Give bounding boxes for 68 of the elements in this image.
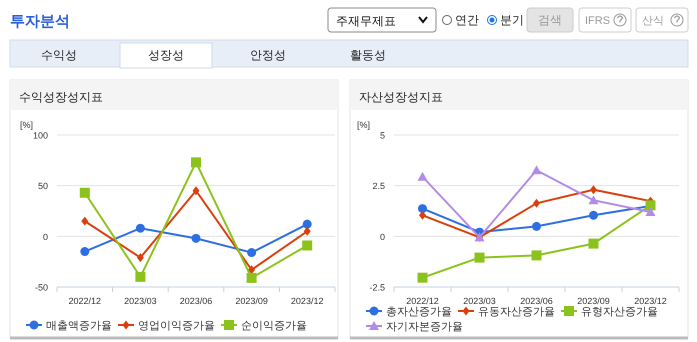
point bbox=[419, 210, 426, 220]
text: 활동성 bbox=[350, 48, 386, 62]
legend-label: 자기자본증가율 bbox=[386, 321, 463, 333]
y-tick-label: -2.5 bbox=[369, 282, 385, 292]
x-tick-label: 2023/06 bbox=[520, 296, 553, 306]
y-tick-label: 2.5 bbox=[372, 181, 385, 192]
point bbox=[136, 253, 144, 262]
text: IFRS bbox=[585, 15, 610, 27]
point bbox=[474, 252, 484, 263]
text: 산식 bbox=[642, 15, 664, 27]
point bbox=[192, 234, 200, 243]
point bbox=[191, 157, 201, 168]
y-tick-label: 5 bbox=[380, 130, 385, 140]
legend-label: 유동자산증가율 bbox=[478, 306, 555, 318]
legend-label: 순이익증가율 bbox=[241, 320, 307, 332]
text: 분기 bbox=[500, 13, 524, 27]
point bbox=[646, 207, 656, 216]
x-tick-label: 2022/12 bbox=[406, 296, 439, 306]
point bbox=[247, 248, 256, 258]
y-axis-title: [%] bbox=[357, 120, 370, 130]
text: 안정성 bbox=[250, 48, 286, 62]
point bbox=[532, 165, 542, 174]
point bbox=[533, 198, 540, 208]
point bbox=[302, 220, 312, 229]
y-tick-label: -50 bbox=[34, 282, 48, 292]
x-tick-label: 2023/03 bbox=[463, 296, 496, 306]
legend-label: 매출액증가율 bbox=[46, 320, 112, 332]
x-tick-label: 2023/09 bbox=[577, 296, 610, 306]
point bbox=[80, 188, 90, 198]
point bbox=[418, 272, 428, 283]
point bbox=[588, 195, 598, 204]
x-tick-label: 2022/12 bbox=[68, 296, 102, 306]
point bbox=[532, 222, 541, 231]
y-tick-label: 50 bbox=[38, 181, 48, 192]
point bbox=[590, 185, 597, 194]
chart-title: 수익성장성지표 bbox=[19, 90, 103, 104]
point bbox=[302, 240, 312, 250]
point bbox=[589, 210, 598, 220]
y-tick-label: 100 bbox=[32, 130, 48, 140]
point bbox=[192, 186, 200, 196]
point bbox=[418, 204, 427, 214]
y-tick-label: 0 bbox=[380, 232, 385, 242]
x-tick-label: 2023/12 bbox=[290, 296, 324, 306]
text: 검색 bbox=[538, 13, 562, 27]
legend-label: 유형자산증가율 bbox=[581, 306, 658, 318]
x-tick-label: 2023/12 bbox=[634, 296, 667, 306]
y-tick-label: 0 bbox=[42, 232, 48, 242]
x-tick-label: 2023/03 bbox=[124, 296, 157, 306]
legend-label: 총자산증가율 bbox=[386, 306, 452, 318]
legend-label: 영업이익증가율 bbox=[138, 320, 215, 332]
point bbox=[81, 216, 88, 226]
point bbox=[135, 272, 146, 282]
text: 투자분석 bbox=[10, 13, 70, 30]
point bbox=[588, 238, 598, 249]
x-tick-label: 2023/06 bbox=[180, 296, 212, 306]
point bbox=[304, 226, 311, 236]
x-tick-label: 2023/09 bbox=[235, 296, 268, 306]
chart-title: 자산성장성지표 bbox=[359, 90, 443, 104]
point bbox=[532, 250, 542, 260]
text: 성장성 bbox=[148, 48, 184, 62]
point bbox=[246, 272, 257, 283]
point bbox=[418, 172, 428, 181]
text: 연간 bbox=[455, 13, 479, 27]
text: 수익성 bbox=[41, 48, 77, 62]
text: 주재무제표 bbox=[336, 14, 396, 28]
point bbox=[136, 224, 145, 233]
point bbox=[80, 247, 90, 256]
y-axis-title: [%] bbox=[20, 120, 34, 130]
